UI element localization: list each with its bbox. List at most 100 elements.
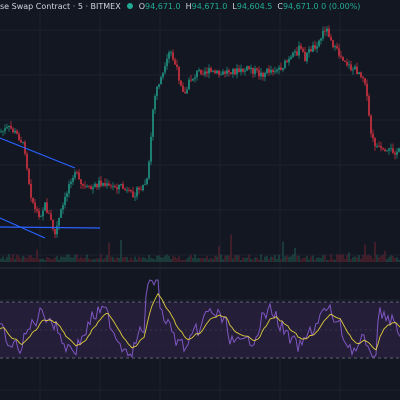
candle-body [330, 37, 332, 41]
candle-body [166, 58, 168, 67]
volume-bar [68, 254, 70, 262]
volume-bar [356, 257, 358, 262]
ohlc-open: O94,671.0 [138, 1, 181, 11]
candle-body [16, 130, 18, 134]
candle-body [108, 183, 110, 186]
candle-body [152, 109, 154, 137]
volume-bar [394, 258, 396, 262]
volume-bar [388, 256, 390, 262]
candle-body [392, 148, 394, 153]
volume-bar [280, 259, 282, 262]
candle-body [240, 68, 242, 73]
volume-bar [88, 258, 90, 262]
candle-body [154, 96, 156, 110]
volume-bar [84, 257, 86, 262]
volume-bar [12, 254, 14, 262]
volume-bar [186, 258, 188, 262]
candle-body [134, 196, 136, 198]
volume-bar [58, 259, 60, 262]
candle-body [44, 202, 46, 211]
candle-body [86, 185, 88, 187]
volume-bar [264, 256, 266, 262]
volume-bar [64, 257, 66, 262]
candle-body [74, 172, 76, 178]
candle-body [372, 133, 374, 139]
volume-bar [340, 254, 342, 262]
volume-bar [2, 256, 4, 262]
volume-bar [50, 259, 52, 262]
volume-bar [226, 255, 228, 262]
volume-bar [110, 256, 112, 262]
volume-bar [214, 255, 216, 262]
volume-bar [130, 257, 132, 262]
candle-body [200, 69, 202, 74]
volume-bar [338, 254, 340, 262]
candle-body [320, 38, 322, 41]
volume-bar [286, 255, 288, 262]
rsi-line [0, 279, 400, 358]
volume-bar [18, 256, 20, 262]
candle-body [382, 148, 384, 150]
volume-bar [352, 257, 354, 262]
volume-bar [244, 257, 246, 262]
volume-bar [194, 254, 196, 262]
volume-bar [390, 255, 392, 262]
candle-body [344, 60, 346, 63]
candle-body [48, 212, 50, 214]
candle-body [288, 58, 290, 63]
volume-bar [56, 256, 58, 262]
candle-body [302, 48, 304, 52]
volume-bar [208, 259, 210, 262]
volume-bar [306, 256, 308, 262]
candle-body [198, 69, 200, 71]
volume-bar [324, 255, 326, 262]
volume-bar [86, 254, 88, 262]
volume-bar [206, 255, 208, 262]
candle-body [76, 172, 78, 174]
candle-body [144, 183, 146, 185]
volume-bar [66, 254, 68, 262]
candle-body [244, 70, 246, 72]
volume-bar [176, 258, 178, 262]
candle-body [220, 74, 222, 76]
volume-bar [72, 257, 74, 262]
candle-body [104, 183, 106, 186]
volume-bar [368, 254, 370, 262]
volume-bar [38, 259, 40, 262]
candle-body [224, 71, 226, 74]
candle-body [18, 133, 20, 141]
volume-bar [316, 257, 318, 262]
candle-body [266, 68, 268, 74]
candle-body [176, 64, 178, 68]
volume-bar [74, 254, 76, 262]
volume-bar [26, 258, 28, 262]
candle-body [32, 197, 34, 203]
candle-body [184, 91, 186, 94]
volume-bar [242, 257, 244, 262]
candle-body [332, 40, 334, 48]
ohlc-values: O94,671.0 H94,671.0 L94,604.5 C94,671.0 … [139, 2, 361, 11]
volume-bar [334, 259, 336, 262]
volume-bar [122, 257, 124, 262]
candle-body [312, 45, 314, 52]
candle-body [230, 72, 232, 75]
volume-bar [336, 254, 338, 262]
volume-bar [246, 257, 248, 262]
volume-bar [118, 257, 120, 262]
candle-body [374, 138, 376, 147]
candle-body [264, 73, 266, 77]
volume-bar [392, 256, 394, 262]
volume-bar [332, 259, 334, 262]
candle-body [122, 183, 124, 189]
candle-body [8, 125, 10, 128]
volume-bar [378, 257, 380, 262]
volume-bar [376, 255, 378, 262]
candle-body [278, 67, 280, 70]
volume-bar [296, 255, 298, 262]
candle-body [12, 128, 14, 133]
volume-bar [374, 242, 376, 262]
volume-bar [100, 254, 102, 262]
trendline [0, 217, 46, 239]
